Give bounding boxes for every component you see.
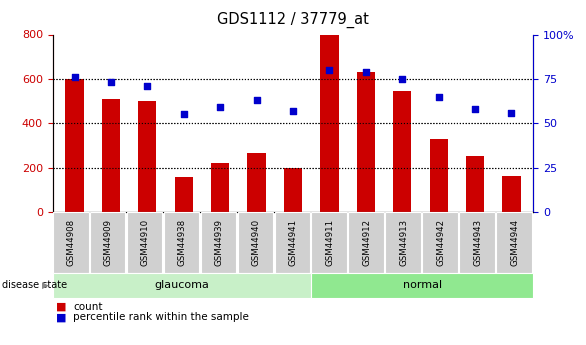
Bar <box>284 168 302 212</box>
Bar <box>430 139 448 212</box>
Text: GDS1112 / 37779_at: GDS1112 / 37779_at <box>217 12 369 28</box>
Bar <box>138 101 156 212</box>
Text: glaucoma: glaucoma <box>155 280 210 290</box>
Text: count: count <box>73 302 103 312</box>
Point <box>507 110 516 116</box>
Bar <box>247 153 265 212</box>
Text: GSM44909: GSM44909 <box>104 219 113 266</box>
Text: GSM44944: GSM44944 <box>510 219 519 266</box>
Bar <box>357 72 375 212</box>
Text: ■: ■ <box>56 302 66 312</box>
Point <box>106 80 115 85</box>
Text: GSM44943: GSM44943 <box>473 219 482 266</box>
Point <box>325 67 334 73</box>
Text: GSM44912: GSM44912 <box>362 219 372 266</box>
Text: GSM44942: GSM44942 <box>437 219 445 266</box>
Text: GSM44940: GSM44940 <box>251 219 261 266</box>
Bar <box>466 156 484 212</box>
Point <box>216 105 225 110</box>
Point <box>361 69 370 75</box>
Text: GSM44911: GSM44911 <box>325 219 335 266</box>
Point <box>471 106 480 112</box>
Text: GSM44910: GSM44910 <box>141 219 149 266</box>
Bar <box>66 79 84 212</box>
Point <box>179 112 189 117</box>
Bar <box>211 163 229 212</box>
Text: GSM44913: GSM44913 <box>400 219 408 266</box>
Text: ■: ■ <box>56 313 66 322</box>
Text: ▶: ▶ <box>42 281 49 290</box>
Text: GSM44939: GSM44939 <box>214 219 224 266</box>
Text: percentile rank within the sample: percentile rank within the sample <box>73 313 249 322</box>
Bar <box>393 91 411 212</box>
Point <box>70 75 79 80</box>
Text: normal: normal <box>403 280 442 290</box>
Point <box>252 98 261 103</box>
Point <box>397 76 407 82</box>
Text: GSM44941: GSM44941 <box>288 219 298 266</box>
Text: GSM44938: GSM44938 <box>178 219 186 266</box>
Bar <box>102 99 120 212</box>
Text: GSM44908: GSM44908 <box>67 219 76 266</box>
Point <box>288 108 298 114</box>
Bar <box>502 176 520 212</box>
Bar <box>321 34 339 212</box>
Text: disease state: disease state <box>2 280 67 290</box>
Point <box>143 83 152 89</box>
Bar <box>175 177 193 212</box>
Point <box>434 94 443 99</box>
